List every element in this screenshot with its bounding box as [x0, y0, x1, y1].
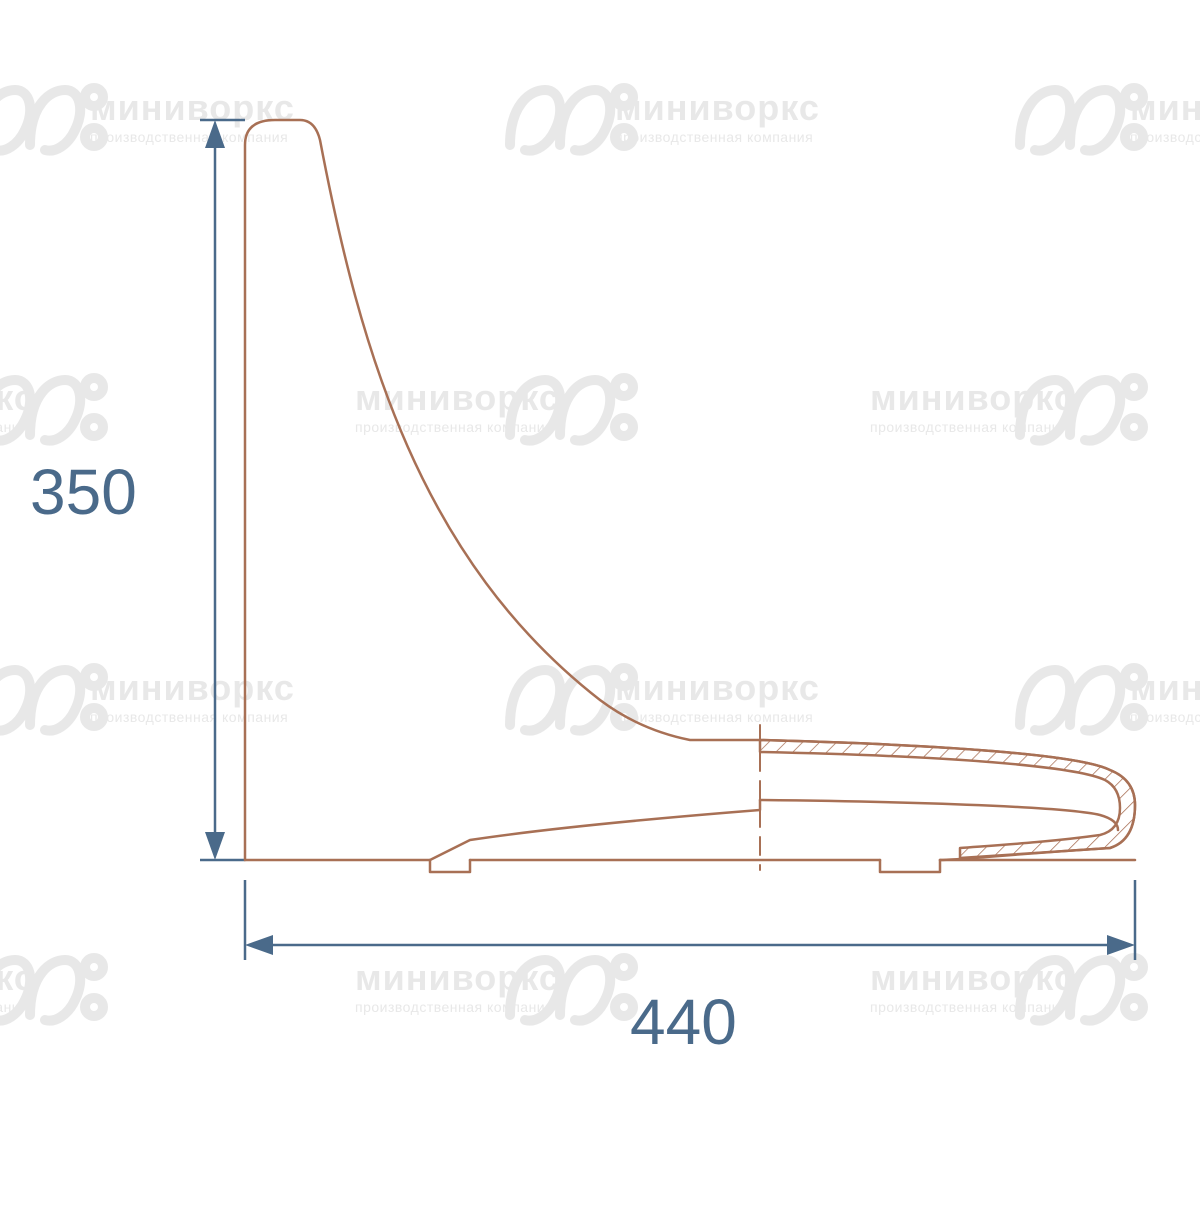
- dim-vertical: [200, 120, 245, 860]
- dim-horizontal: [245, 880, 1135, 960]
- dim-height-label: 350: [30, 455, 137, 529]
- drawing-svg: [0, 0, 1200, 1200]
- technical-drawing: [0, 0, 1200, 1200]
- dim-width-label: 440: [630, 985, 737, 1059]
- seat-profile: [245, 120, 1135, 872]
